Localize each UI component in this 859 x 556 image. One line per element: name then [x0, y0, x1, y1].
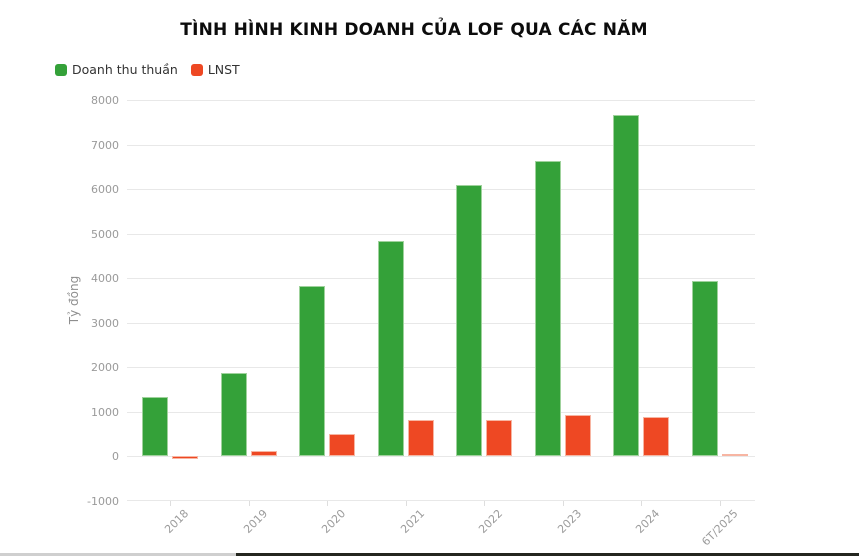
- gridline: [127, 233, 755, 235]
- y-axis-tick-label: 7000: [91, 138, 119, 152]
- x-axis-tick-label: 2023: [554, 507, 584, 536]
- page-bottom-strip: [0, 553, 859, 556]
- y-axis-tick-label: 5000: [91, 227, 119, 241]
- gridline: [127, 322, 755, 324]
- chart-title: TÌNH HÌNH KINH DOANH CỦA LOF QUA CÁC NĂM: [180, 20, 648, 40]
- x-axis-tick-label: 2019: [240, 507, 270, 536]
- y-axis-tick-label: 6000: [91, 183, 119, 197]
- bottom-strip-left-segment: [0, 553, 236, 556]
- legend-swatch-icon: [190, 63, 203, 76]
- y-axis-tick-label: -1000: [87, 495, 119, 508]
- gridline: [127, 456, 755, 458]
- x-axis-tick: [719, 501, 721, 506]
- gridline: [127, 500, 755, 501]
- column-doanh-thu-thuan-2022[interactable]: [456, 185, 482, 457]
- x-axis-tick: [248, 501, 250, 506]
- legend-swatch-icon: [55, 63, 67, 76]
- y-axis-tick-label: 2000: [91, 361, 119, 375]
- x-axis-tick: [170, 501, 171, 506]
- gridline: [127, 367, 755, 369]
- x-axis-tick-label: 2024: [633, 507, 663, 536]
- y-axis-tick-label: 8000: [91, 94, 119, 107]
- x-axis-tick-label: 2020: [319, 507, 349, 536]
- x-axis-tick-label: 2021: [397, 507, 427, 536]
- y-axis-tick-label: 3000: [91, 316, 119, 330]
- column-doanh-thu-thuan-2020[interactable]: [299, 285, 325, 457]
- column-doanh-thu-thuan-2024[interactable]: [613, 115, 639, 457]
- x-axis-tick-label: 2018: [162, 507, 192, 536]
- x-axis-tick-label: 6T/2025: [699, 507, 741, 549]
- column-lnst-2022[interactable]: [486, 420, 512, 457]
- gridline: [127, 411, 755, 413]
- x-axis-tick: [562, 501, 564, 506]
- legend-item-doanh-thu-thuan[interactable]: Doanh thu thuần: [55, 62, 178, 77]
- gridline: [127, 100, 755, 101]
- legend-item-lnst[interactable]: LNST: [190, 62, 240, 77]
- x-axis-tick: [484, 501, 485, 506]
- y-axis-tick-label: 4000: [91, 272, 119, 286]
- plot-area: [127, 100, 755, 506]
- gridline: [127, 278, 755, 280]
- x-axis-tick-label: 2022: [476, 507, 506, 536]
- column-lnst-2018[interactable]: [172, 456, 198, 459]
- x-axis-tick: [641, 501, 642, 506]
- legend-label: LNST: [207, 62, 240, 77]
- gridline: [127, 189, 755, 191]
- y-axis-tick-label: 0: [112, 450, 119, 464]
- column-lnst-2019[interactable]: [250, 451, 277, 457]
- column-lnst-6T-2025[interactable]: [721, 453, 748, 457]
- column-doanh-thu-thuan-2023[interactable]: [534, 160, 561, 457]
- x-axis-tick: [405, 501, 407, 506]
- column-doanh-thu-thuan-2018[interactable]: [142, 396, 168, 457]
- y-axis-tick-label: 1000: [91, 405, 119, 419]
- column-doanh-thu-thuan-6T-2025[interactable]: [691, 281, 718, 457]
- legend-label: Doanh thu thuần: [72, 62, 178, 77]
- bottom-strip-right-segment: [236, 553, 859, 556]
- legend: Doanh thu thuần LNST: [55, 62, 240, 77]
- x-axis-tick: [327, 501, 328, 506]
- column-lnst-2020[interactable]: [329, 434, 355, 457]
- column-lnst-2023[interactable]: [564, 415, 591, 457]
- column-doanh-thu-thuan-2021[interactable]: [377, 241, 404, 457]
- column-lnst-2024[interactable]: [643, 416, 669, 457]
- gridline: [127, 144, 755, 146]
- column-lnst-2021[interactable]: [407, 419, 434, 457]
- column-doanh-thu-thuan-2019[interactable]: [220, 373, 247, 457]
